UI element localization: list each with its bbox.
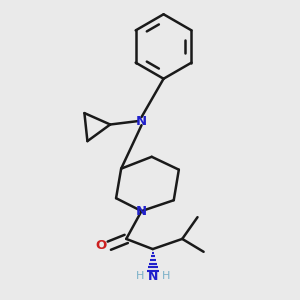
Text: N: N: [136, 115, 147, 128]
Text: N: N: [148, 270, 158, 283]
Text: O: O: [95, 239, 106, 252]
Text: H: H: [136, 271, 144, 281]
Text: N: N: [136, 205, 147, 218]
Text: H: H: [161, 271, 170, 281]
